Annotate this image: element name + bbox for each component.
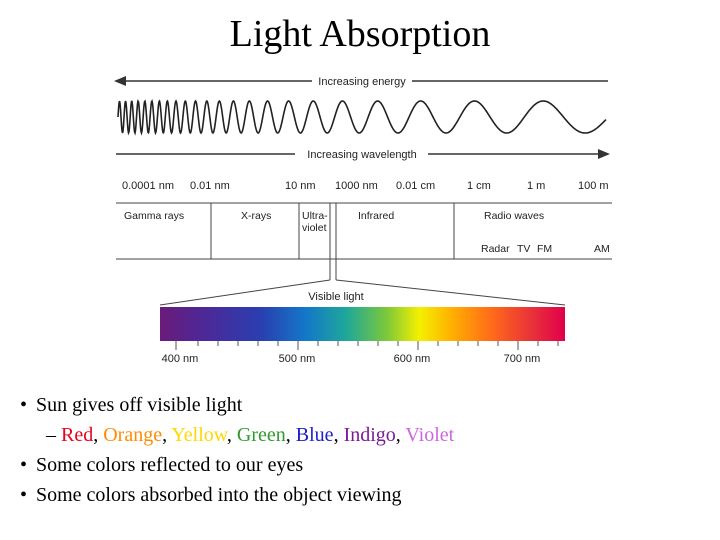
region-fm: FM (537, 243, 552, 255)
scale-label-1: 0.01 nm (190, 180, 230, 192)
region-infrared: Infrared (358, 210, 394, 222)
visible-ticks (175, 341, 559, 350)
bullet-dot: • (20, 394, 28, 416)
color-blue: Blue (295, 424, 334, 446)
visible-spectrum-bar (160, 307, 565, 341)
wavelength-label: Increasing wavelength (307, 149, 416, 161)
color-violet: Violet (405, 424, 455, 446)
energy-label: Increasing energy (318, 76, 406, 88)
visible-tick-600: 600 nm (394, 353, 431, 365)
wavelength-arrow (116, 149, 610, 159)
scale-label-3: 1000 nm (335, 180, 378, 192)
region-uv-line2: violet (302, 222, 327, 234)
visible-light-label: Visible light (308, 291, 363, 303)
electromagnetic-spectrum-diagram: Increasing energy Increasing wavelength … (114, 76, 612, 365)
visible-zoom-lines (159, 259, 566, 306)
visible-tick-400: 400 nm (162, 353, 199, 365)
bullet-1-text: Sun gives off visible light (36, 394, 243, 416)
bullet-2: • Some colors reflected to our eyes (20, 454, 303, 477)
scale-label-4: 0.01 cm (396, 180, 435, 192)
bullet-3: • Some colors absorbed into the object v… (20, 484, 401, 507)
sub-dash: – (46, 424, 61, 446)
region-tv: TV (517, 243, 530, 255)
color-red: Red (61, 424, 94, 446)
scale-label-7: 100 m (578, 180, 609, 192)
color-green: Green (236, 424, 286, 446)
visible-tick-700: 700 nm (504, 353, 541, 365)
region-radio: Radio waves (484, 210, 544, 222)
scale-label-5: 1 cm (467, 180, 491, 192)
page-title: Light Absorption (229, 13, 491, 55)
scale-label-2: 10 nm (285, 180, 316, 192)
region-gamma: Gamma rays (124, 210, 184, 222)
bullet-dot: • (20, 454, 28, 476)
bullet-dot: • (20, 484, 28, 506)
region-radar: Radar (481, 243, 510, 255)
spectrum-regions (116, 202, 612, 260)
wave-curve (117, 99, 607, 136)
region-uv-line1: Ultra- (302, 210, 328, 222)
color-orange: Orange (103, 424, 163, 446)
color-indigo: Indigo (343, 424, 396, 446)
energy-arrow (114, 76, 608, 86)
scale-label-0: 0.0001 nm (122, 180, 174, 192)
color-list: – Red, Orange, Yellow, Green, Blue, Indi… (46, 424, 455, 446)
scale-label-6: 1 m (527, 180, 545, 192)
region-xrays: X-rays (241, 210, 271, 222)
region-am: AM (594, 243, 610, 255)
bullet-3-text: Some colors absorbed into the object vie… (36, 484, 402, 506)
bullet-1: • Sun gives off visible light (20, 394, 242, 417)
bullet-2-text: Some colors reflected to our eyes (36, 454, 304, 476)
visible-tick-500: 500 nm (279, 353, 316, 365)
color-yellow: Yellow (171, 424, 227, 446)
